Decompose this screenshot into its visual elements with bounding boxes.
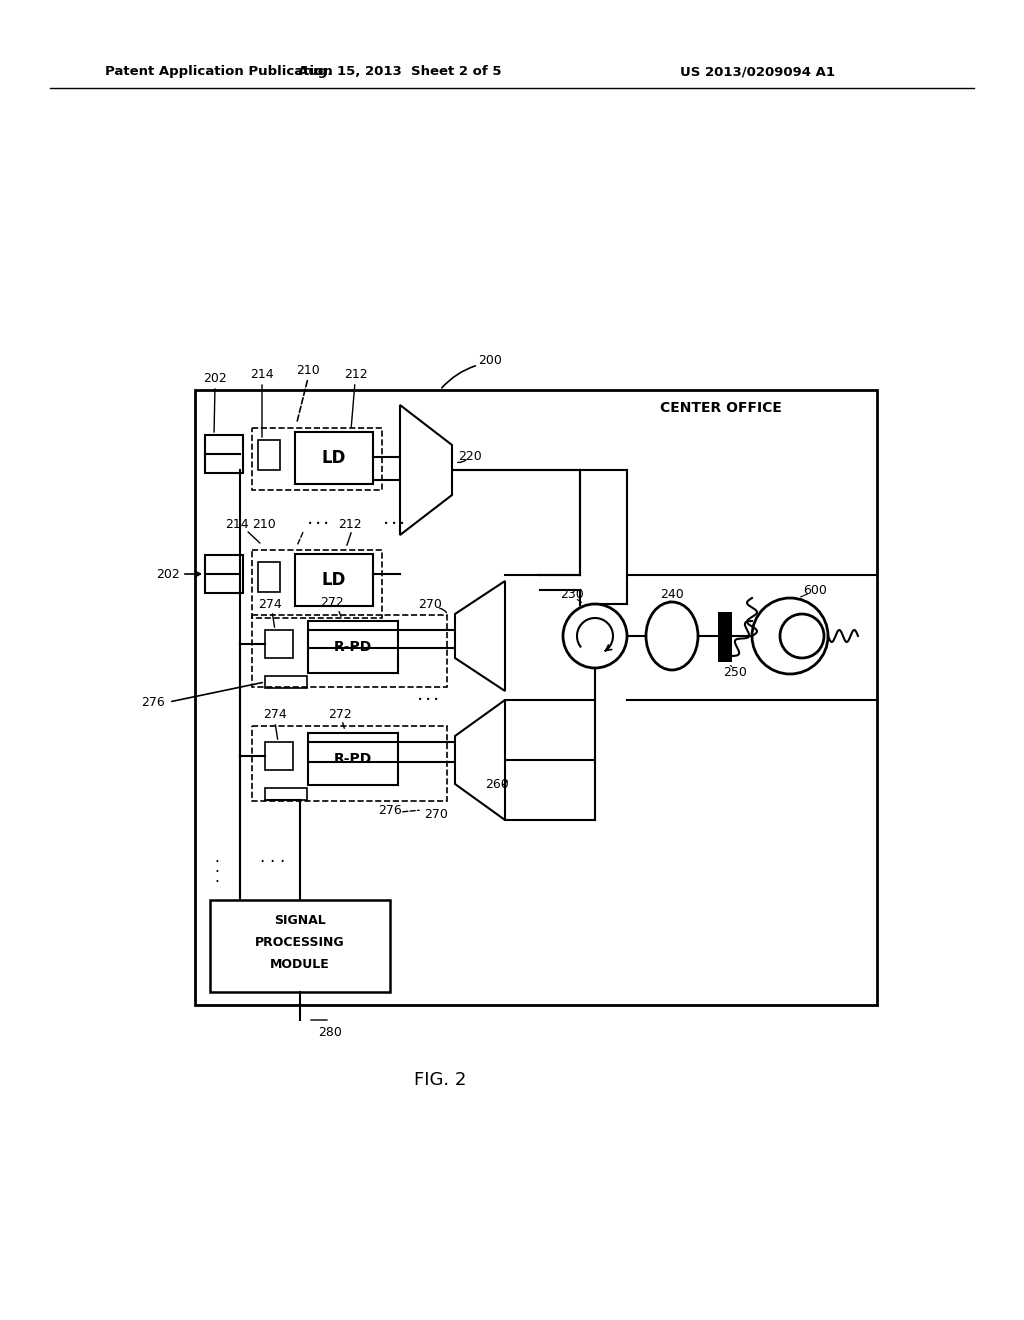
- Bar: [210, 900, 390, 993]
- Text: 270: 270: [418, 598, 442, 610]
- Text: ·: ·: [215, 865, 219, 879]
- Ellipse shape: [646, 602, 698, 671]
- Bar: [308, 733, 398, 785]
- Circle shape: [752, 598, 828, 675]
- Text: 210: 210: [252, 517, 275, 531]
- Text: ·: ·: [383, 515, 389, 533]
- Text: 274: 274: [258, 598, 282, 610]
- Text: 260: 260: [485, 779, 509, 792]
- Text: ·: ·: [215, 874, 219, 890]
- Text: 272: 272: [321, 597, 344, 610]
- Text: 212: 212: [344, 367, 368, 380]
- Bar: [265, 788, 307, 800]
- Text: Aug. 15, 2013  Sheet 2 of 5: Aug. 15, 2013 Sheet 2 of 5: [298, 66, 502, 78]
- Text: US 2013/0209094 A1: US 2013/0209094 A1: [680, 66, 835, 78]
- Text: 600: 600: [803, 583, 827, 597]
- Text: 202: 202: [156, 568, 180, 581]
- Text: 274: 274: [263, 709, 287, 722]
- Text: ·: ·: [391, 515, 397, 533]
- Text: CENTER OFFICE: CENTER OFFICE: [660, 401, 782, 414]
- Circle shape: [563, 605, 627, 668]
- Text: ·: ·: [259, 853, 264, 871]
- Text: ·: ·: [314, 515, 322, 533]
- Text: 272: 272: [328, 708, 352, 721]
- Text: 214: 214: [250, 367, 273, 380]
- Circle shape: [780, 614, 824, 657]
- Bar: [252, 428, 382, 490]
- Text: ·: ·: [280, 853, 285, 871]
- Polygon shape: [455, 581, 505, 690]
- Bar: [195, 389, 877, 1005]
- Bar: [252, 726, 447, 801]
- Text: PROCESSING: PROCESSING: [255, 936, 345, 949]
- Polygon shape: [455, 700, 505, 820]
- Bar: [718, 612, 732, 663]
- Text: 220: 220: [458, 450, 482, 462]
- Text: 280: 280: [318, 1026, 342, 1039]
- Bar: [265, 630, 293, 657]
- Text: 212: 212: [338, 517, 361, 531]
- Bar: [258, 562, 280, 591]
- Bar: [308, 620, 398, 673]
- Text: FIG. 2: FIG. 2: [414, 1071, 466, 1089]
- Text: ·: ·: [215, 854, 219, 870]
- Polygon shape: [400, 405, 452, 535]
- Text: ·: ·: [307, 515, 313, 533]
- Bar: [295, 432, 373, 484]
- Text: SIGNAL: SIGNAL: [274, 913, 326, 927]
- Bar: [295, 554, 373, 606]
- Text: 230: 230: [560, 589, 584, 602]
- Bar: [252, 550, 382, 618]
- Text: ·: ·: [425, 690, 431, 710]
- Text: LD: LD: [322, 449, 346, 467]
- Text: ·: ·: [323, 515, 329, 533]
- Text: Patent Application Publication: Patent Application Publication: [105, 66, 333, 78]
- Text: R-PD: R-PD: [334, 640, 372, 653]
- Bar: [205, 554, 243, 593]
- Text: 276: 276: [141, 696, 165, 709]
- Text: 214: 214: [225, 517, 249, 531]
- Text: 276: 276: [378, 804, 401, 817]
- Text: ·: ·: [269, 853, 274, 871]
- Text: 210: 210: [296, 363, 319, 376]
- Text: ·: ·: [433, 690, 439, 710]
- Text: 202: 202: [203, 371, 227, 384]
- Bar: [205, 436, 243, 473]
- Text: ·: ·: [417, 690, 423, 710]
- Text: MODULE: MODULE: [270, 957, 330, 970]
- Bar: [265, 676, 307, 688]
- Text: ·: ·: [399, 515, 406, 533]
- Text: 270: 270: [424, 808, 447, 821]
- Text: 200: 200: [478, 354, 502, 367]
- Bar: [265, 742, 293, 770]
- Text: LD: LD: [322, 572, 346, 589]
- Bar: [258, 440, 280, 470]
- Text: R-PD: R-PD: [334, 752, 372, 766]
- Bar: [252, 615, 447, 686]
- Text: 240: 240: [660, 589, 684, 602]
- Text: 250: 250: [723, 665, 746, 678]
